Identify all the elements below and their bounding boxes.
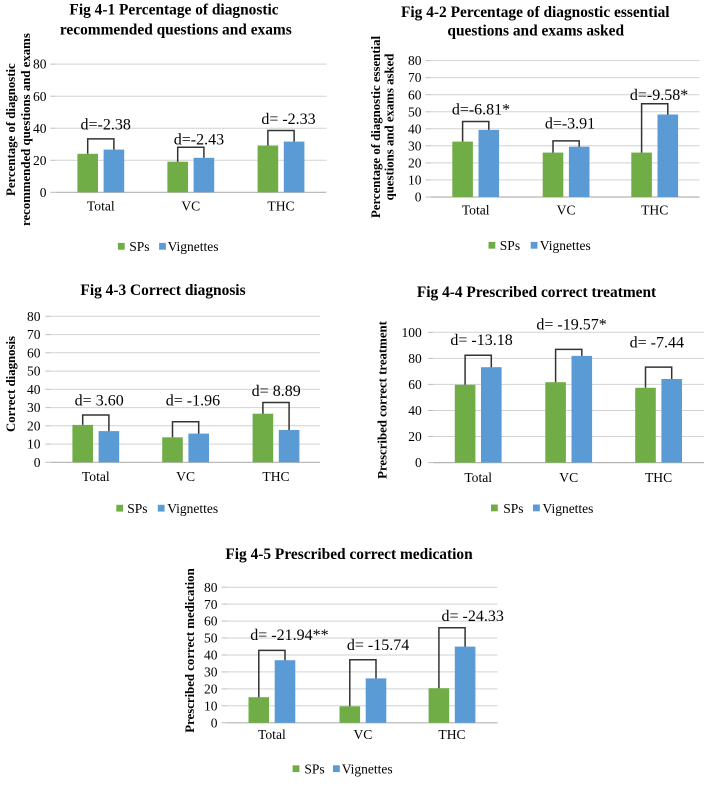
svg-text:Total: Total (82, 469, 110, 484)
svg-text:d=-2.38: d=-2.38 (81, 116, 131, 133)
svg-text:Fig 4-5 Prescribed correct med: Fig 4-5 Prescribed correct medication (225, 546, 473, 563)
svg-text:questions and exams asked: questions and exams asked (447, 22, 624, 39)
svg-text:Percentage of diagnostic essen: Percentage of diagnostic essential (369, 36, 383, 219)
svg-text:THC: THC (267, 199, 294, 214)
svg-text:recommended questions and exam: recommended questions and exams (19, 33, 33, 226)
svg-text:THC: THC (262, 469, 289, 484)
svg-text:80: 80 (33, 57, 47, 72)
svg-text:questions and exams asked: questions and exams asked (382, 54, 396, 201)
svg-text:60: 60 (33, 89, 47, 104)
svg-text:Vignettes: Vignettes (543, 501, 594, 516)
svg-text:Vignettes: Vignettes (540, 238, 591, 253)
svg-text:40: 40 (27, 382, 41, 397)
svg-text:SPs: SPs (129, 239, 149, 254)
svg-text:d= -24.33: d= -24.33 (442, 608, 504, 625)
svg-text:70: 70 (27, 327, 41, 342)
svg-text:40: 40 (408, 403, 422, 418)
svg-text:d= -1.96: d= -1.96 (166, 392, 220, 409)
svg-text:10: 10 (204, 698, 218, 713)
svg-text:20: 20 (27, 418, 41, 433)
svg-text:Fig 4-3 Correct diagnosis: Fig 4-3 Correct diagnosis (80, 282, 245, 299)
svg-text:0: 0 (211, 715, 218, 730)
svg-text:d=-3.91: d=-3.91 (545, 115, 595, 132)
svg-text:d= -7.44: d= -7.44 (630, 335, 684, 352)
svg-text:10: 10 (27, 437, 41, 452)
svg-text:30: 30 (27, 400, 41, 415)
svg-text:SPs: SPs (304, 762, 324, 777)
svg-text:d= -13.18: d= -13.18 (450, 332, 512, 349)
svg-text:Prescribed correct treatment: Prescribed correct treatment (376, 320, 390, 478)
svg-text:80: 80 (408, 53, 422, 68)
svg-text:10: 10 (408, 173, 422, 188)
svg-text:VC: VC (557, 203, 576, 218)
svg-text:70: 70 (204, 597, 218, 612)
svg-text:d= -21.94**: d= -21.94** (250, 627, 328, 644)
svg-text:Percentage of diagnostic: Percentage of diagnostic (4, 63, 18, 196)
svg-text:70: 70 (408, 70, 422, 85)
svg-text:40: 40 (408, 121, 422, 136)
svg-text:Fig 4-4 Prescribed correct tre: Fig 4-4 Prescribed correct treatment (417, 284, 657, 301)
svg-text:Prescribed correct medication: Prescribed correct medication (183, 568, 197, 732)
svg-text:THC: THC (641, 203, 668, 218)
svg-text:Total: Total (87, 199, 115, 214)
svg-text:80: 80 (27, 309, 41, 324)
svg-text:50: 50 (408, 104, 422, 119)
svg-text:60: 60 (204, 614, 218, 629)
svg-text:Total: Total (462, 203, 490, 218)
svg-text:SPs: SPs (127, 501, 147, 516)
svg-text:20: 20 (408, 429, 422, 444)
svg-text:SPs: SPs (503, 501, 523, 516)
svg-text:Fig 4-1 Percentage of diagnost: Fig 4-1 Percentage of diagnostic (69, 2, 278, 19)
svg-text:d= 8.89: d= 8.89 (252, 383, 301, 400)
svg-text:SPs: SPs (500, 238, 520, 253)
svg-text:Fig 4-2 Percentage of diagnost: Fig 4-2 Percentage of diagnostic essenti… (401, 4, 670, 21)
svg-text:d=-6.81*: d=-6.81* (452, 101, 510, 118)
svg-text:100: 100 (402, 325, 423, 340)
svg-text:40: 40 (204, 648, 218, 663)
svg-text:Vignettes: Vignettes (168, 239, 219, 254)
svg-text:Total: Total (258, 727, 286, 742)
svg-text:60: 60 (408, 87, 422, 102)
svg-text:80: 80 (204, 580, 218, 595)
svg-text:0: 0 (415, 190, 422, 205)
svg-text:Vignettes: Vignettes (167, 501, 218, 516)
svg-text:80: 80 (408, 351, 422, 366)
svg-text:recommended questions and exam: recommended questions and exams (60, 21, 292, 38)
svg-text:50: 50 (27, 364, 41, 379)
svg-text:VC: VC (181, 199, 200, 214)
svg-text:d=-9.58*: d=-9.58* (630, 87, 688, 104)
svg-text:60: 60 (27, 345, 41, 360)
svg-text:0: 0 (40, 185, 47, 200)
svg-text:30: 30 (204, 665, 218, 680)
svg-text:20: 20 (204, 682, 218, 697)
svg-text:20: 20 (33, 153, 47, 168)
svg-text:THC: THC (438, 727, 465, 742)
svg-text:Total: Total (464, 470, 492, 485)
svg-text:50: 50 (204, 631, 218, 646)
svg-text:Vignettes: Vignettes (342, 762, 393, 777)
svg-text:20: 20 (408, 156, 422, 171)
svg-text:d=-2.43: d=-2.43 (174, 132, 224, 149)
svg-text:40: 40 (33, 121, 47, 136)
svg-text:0: 0 (34, 455, 41, 470)
svg-text:0: 0 (415, 455, 422, 470)
svg-text:30: 30 (408, 138, 422, 153)
svg-text:d= -15.74: d= -15.74 (347, 637, 409, 654)
svg-text:d= -2.33: d= -2.33 (261, 111, 315, 128)
svg-text:d= 3.60: d= 3.60 (75, 392, 124, 409)
svg-text:d= -19.57*: d= -19.57* (536, 317, 606, 334)
svg-text:THC: THC (645, 470, 672, 485)
svg-text:Correct diagnosis: Correct diagnosis (4, 336, 18, 432)
svg-text:VC: VC (559, 470, 578, 485)
svg-text:VC: VC (353, 727, 372, 742)
svg-text:60: 60 (408, 377, 422, 392)
svg-text:VC: VC (176, 469, 195, 484)
